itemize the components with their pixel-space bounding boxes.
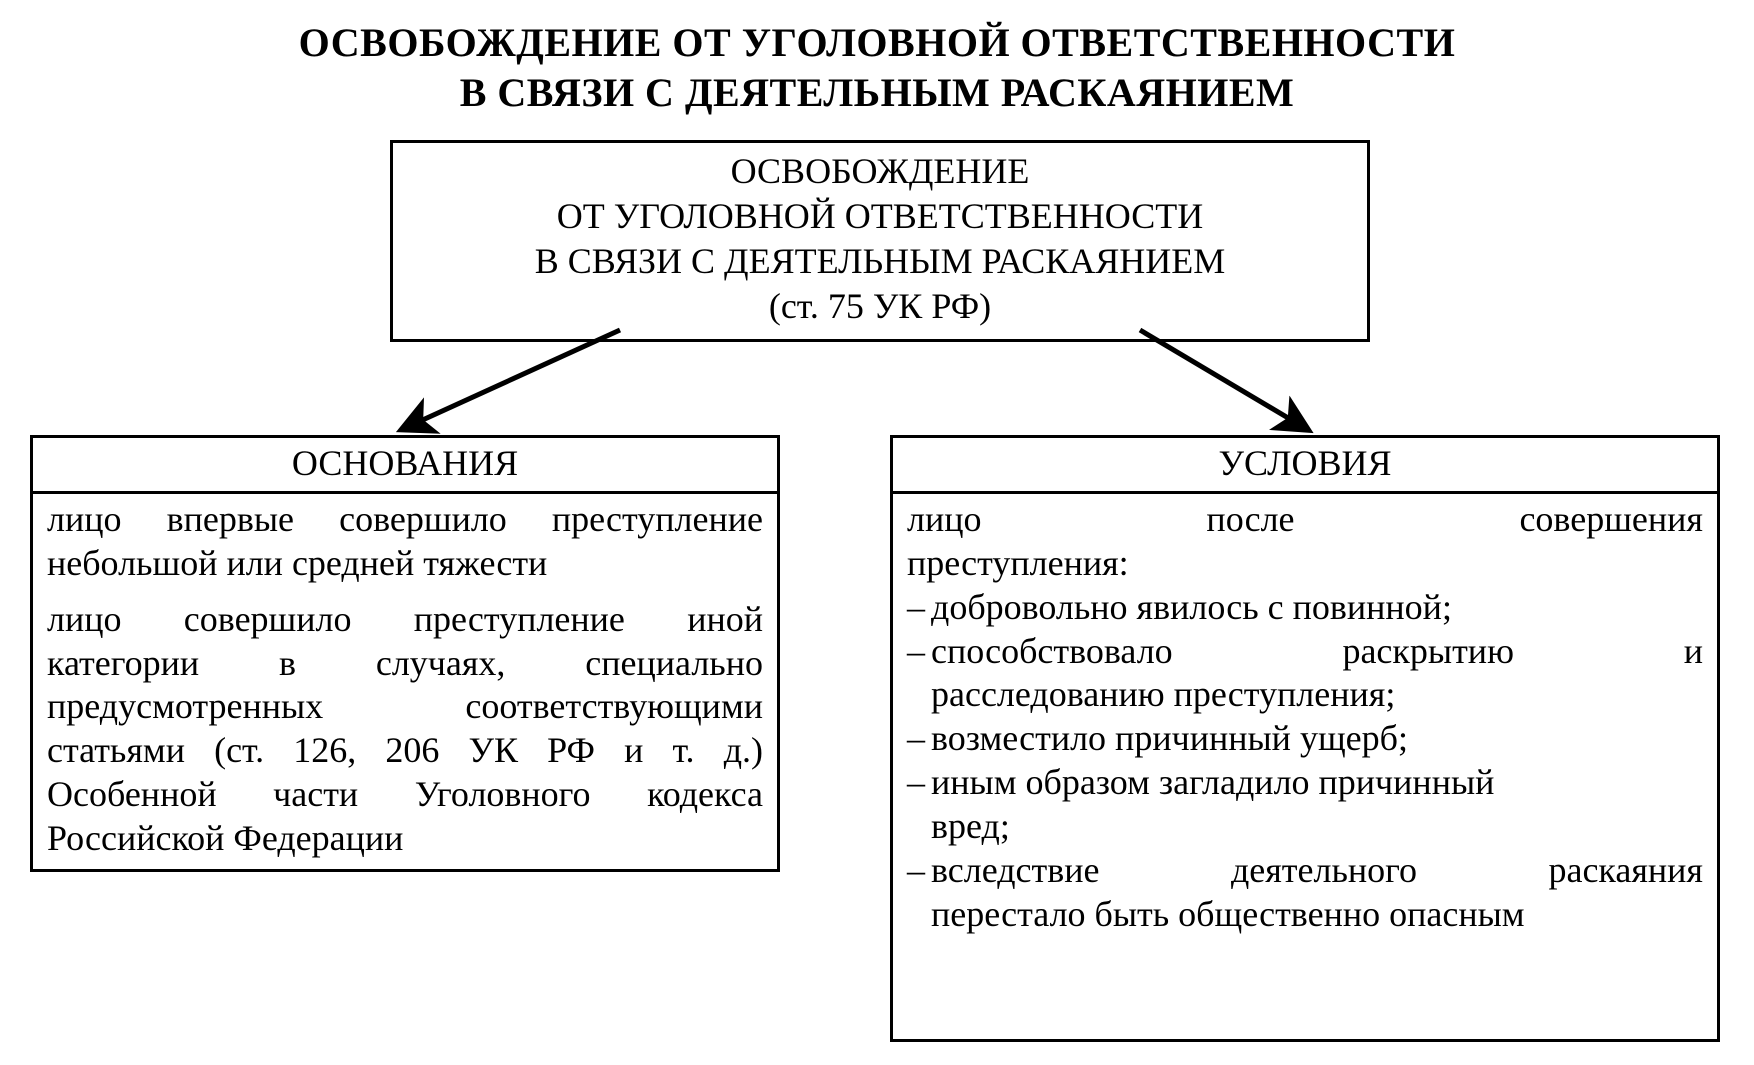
grounds-cell-2: лицо совершило преступление иной категор… [33, 594, 777, 869]
grounds-box: ОСНОВАНИЯ лицо впервые совершило преступ… [30, 435, 780, 872]
dash-icon: – [907, 761, 931, 849]
dash-icon: – [907, 586, 931, 630]
conditions-intro-1: лицо после совершения [907, 498, 1703, 542]
title-line-2: В СВЯЗИ С ДЕЯТЕЛЬНЫМ РАСКАЯНИЕМ [460, 70, 1295, 115]
dash-icon: – [907, 717, 931, 761]
condition-item-1: – добровольно явилось с повинной; [907, 586, 1703, 630]
root-line-2: ОТ УГОЛОВНОЙ ОТВЕТСТВЕННОСТИ [405, 194, 1355, 239]
title-line-1: ОСВОБОЖДЕНИЕ ОТ УГОЛОВНОЙ ОТВЕТСТВЕННОСТ… [299, 20, 1456, 65]
root-line-1: ОСВОБОЖДЕНИЕ [405, 149, 1355, 194]
conditions-box: УСЛОВИЯ лицо после совершения преступлен… [890, 435, 1720, 1042]
condition-item-3: – возместило причинный ущерб; [907, 717, 1703, 761]
conditions-body: лицо после совершения преступления: – до… [893, 494, 1717, 1039]
dash-icon: – [907, 630, 931, 718]
grounds-cell-1: лицо впервые совершило преступление небо… [33, 494, 777, 594]
condition-item-4: – иным образом загладило причинный вред; [907, 761, 1703, 849]
root-node: ОСВОБОЖДЕНИЕ ОТ УГОЛОВНОЙ ОТВЕТСТВЕННОСТ… [390, 140, 1370, 342]
condition-text-1: добровольно явилось с повинной; [931, 586, 1703, 630]
condition-item-5: – вследствие деятельного раскаяния перес… [907, 849, 1703, 937]
condition-item-2: – способствовало раскрытию и расследован… [907, 630, 1703, 718]
condition-text-5: вследствие деятельного раскаяния переста… [931, 849, 1703, 937]
conditions-header: УСЛОВИЯ [893, 438, 1717, 494]
root-line-4: (ст. 75 УК РФ) [405, 284, 1355, 329]
root-line-3: В СВЯЗИ С ДЕЯТЕЛЬНЫМ РАСКАЯНИЕМ [405, 239, 1355, 284]
page-title: ОСВОБОЖДЕНИЕ ОТ УГОЛОВНОЙ ОТВЕТСТВЕННОСТ… [0, 18, 1754, 118]
diagram-page: ОСВОБОЖДЕНИЕ ОТ УГОЛОВНОЙ ОТВЕТСТВЕННОСТ… [0, 0, 1754, 1065]
grounds-header: ОСНОВАНИЯ [33, 438, 777, 494]
arrow-right [1140, 330, 1305, 428]
condition-text-2: способствовало раскрытию и расследованию… [931, 630, 1703, 718]
conditions-intro-2: преступления: [907, 542, 1703, 586]
arrow-left [405, 330, 620, 428]
condition-text-4: иным образом загладило причинный вред; [931, 761, 1703, 849]
dash-icon: – [907, 849, 931, 937]
condition-text-3: возместило причинный ущерб; [931, 717, 1703, 761]
